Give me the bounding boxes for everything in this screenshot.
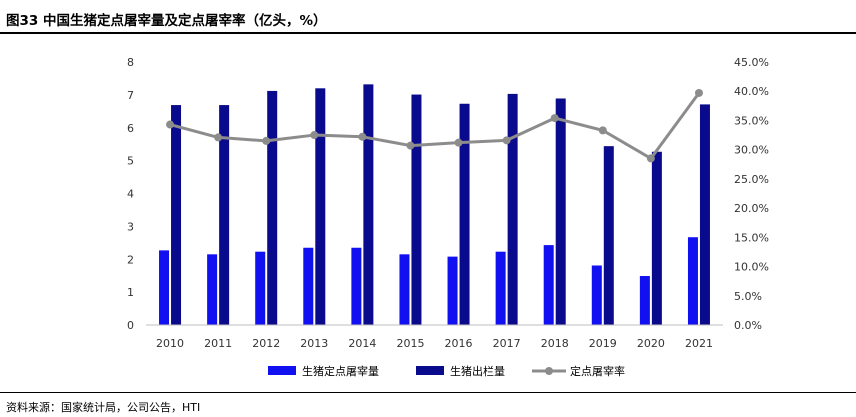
x-axis-tick-label: 2014 [348,337,376,350]
y2-axis-tick-label: 10.0% [734,261,769,274]
bar-slaughter-volume [447,256,458,325]
bar-slaughter-volume [495,251,506,325]
point-slaughter-rate [550,114,559,123]
point-slaughter-rate [406,141,415,150]
point-slaughter-rate [166,120,175,129]
point-slaughter-rate [358,132,367,141]
bar-hog-output [411,94,422,325]
bar-slaughter-volume [255,251,266,325]
bar-slaughter-volume [591,265,602,325]
legend-swatch-hog-output [416,366,444,375]
point-slaughter-rate [598,126,607,135]
bar-slaughter-volume [207,254,218,325]
bar-slaughter-volume [399,254,410,325]
x-axis-tick-label: 2021 [685,337,713,350]
y2-axis-tick-label: 40.0% [734,85,769,98]
x-axis-tick-label: 2013 [300,337,328,350]
bar-hog-output [459,103,470,325]
x-axis-tick-label: 2015 [396,337,424,350]
bar-slaughter-volume [687,237,698,325]
point-slaughter-rate [646,154,655,163]
source-note: 资料来源：国家统计局，公司公告，HTI [6,401,201,414]
bar-hog-output [555,98,566,326]
bar-slaughter-volume [303,247,314,325]
x-axis-tick-label: 2019 [589,337,617,350]
source-bar: 资料来源：国家统计局，公司公告，HTI [0,392,856,417]
legend-swatch-slaughter-volume [268,366,296,375]
y2-axis-tick-label: 15.0% [734,231,769,244]
bar-hog-output [267,90,278,326]
point-slaughter-rate [214,133,223,142]
title-bar: 图33 中国生猪定点屠宰量及定点屠宰率（亿头，%） [0,0,856,34]
y2-axis-tick-label: 25.0% [734,173,769,186]
bar-hog-output [699,104,710,325]
y2-axis-tick-label: 45.0% [734,56,769,69]
point-slaughter-rate [310,131,319,140]
y2-axis-tick-label: 5.0% [734,290,762,303]
x-axis-tick-label: 2020 [637,337,665,350]
bar-slaughter-volume [543,245,554,325]
x-axis-tick-label: 2017 [493,337,521,350]
x-axis-tick-label: 2010 [156,337,184,350]
chart: 0 1 2 3 4 5 6 7 8 0.0% 5.0% 10.0% 15.0% 20.0% 25.0% 30.… [127,56,769,378]
bar-hog-output [315,88,326,325]
bar-hog-output [219,105,230,325]
bar-hog-output [171,105,182,325]
x-axis-tick-label: 2012 [252,337,280,350]
y-axis-tick-label: 4 [127,188,134,201]
legend-label-slaughter-volume: 生猪定点屠宰量 [302,364,379,378]
y-axis-tick-label: 1 [127,286,134,299]
bar-hog-output [651,151,662,325]
y-axis-tick-label: 6 [127,122,134,135]
point-slaughter-rate [262,136,271,145]
y2-axis-tick-label: 35.0% [734,114,769,127]
legend-label-slaughter-rate: 定点屠宰率 [570,364,625,378]
bar-hog-output [603,146,614,325]
x-axis-tick-label: 2011 [204,337,232,350]
x-axis-tick-label: 2016 [445,337,473,350]
bar-slaughter-volume [159,250,170,325]
point-slaughter-rate [454,138,463,147]
y-axis-tick-label: 8 [127,56,134,69]
y-axis-tick-label: 0 [127,319,134,332]
y-axis-tick-label: 3 [127,220,134,233]
figure-title: 图33 中国生猪定点屠宰量及定点屠宰率（亿头，%） [6,13,327,29]
y2-axis-tick-label: 30.0% [734,144,769,157]
legend-marker-slaughter-rate [545,367,553,375]
y2-axis-tick-label: 20.0% [734,202,769,215]
y-axis-tick-label: 5 [127,155,134,168]
line-slaughter-rate [169,92,701,160]
bar-slaughter-volume [639,276,650,325]
bar-hog-output [363,84,374,325]
y-axis-tick-label: 2 [127,253,134,266]
y2-axis-tick-label: 0.0% [734,319,762,332]
bar-slaughter-volume [351,247,362,325]
bar-hog-output [507,93,518,325]
legend-label-hog-output: 生猪出栏量 [450,364,505,378]
y-axis-tick-label: 7 [127,89,134,102]
x-axis-tick-label: 2018 [541,337,569,350]
point-slaughter-rate [694,88,703,97]
point-slaughter-rate [502,136,511,145]
